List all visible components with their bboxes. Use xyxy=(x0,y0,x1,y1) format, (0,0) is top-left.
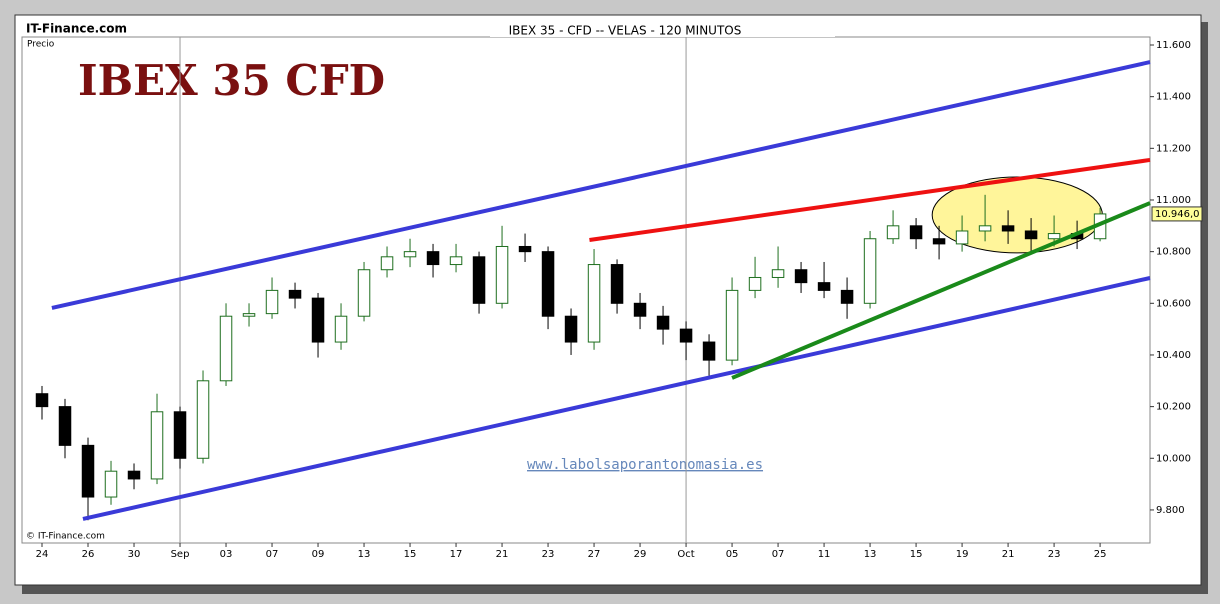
candle-body xyxy=(127,470,141,480)
candle-body xyxy=(518,245,532,253)
x-tick-label: 21 xyxy=(496,549,509,560)
x-tick-label: 07 xyxy=(772,549,785,560)
candle-body xyxy=(886,225,900,240)
annotation-title: IBEX 35 CFD xyxy=(78,56,385,105)
x-tick-label: 05 xyxy=(726,549,739,560)
candle-body xyxy=(541,251,555,317)
x-tick-label: 13 xyxy=(358,549,371,560)
candle-body xyxy=(449,256,463,266)
y-axis-label: Precio xyxy=(27,40,55,50)
candle-body xyxy=(495,245,509,304)
candle-body xyxy=(311,297,325,343)
y-tick-label: 11.600 xyxy=(1156,40,1191,51)
y-tick-label: 10.600 xyxy=(1156,298,1191,309)
x-tick-label: 26 xyxy=(82,549,95,560)
candle-body xyxy=(955,230,969,245)
candle-body xyxy=(725,289,739,361)
candle-body xyxy=(794,269,808,284)
x-tick-label: 11 xyxy=(818,549,831,560)
candle-body xyxy=(219,315,233,382)
trend-line xyxy=(82,276,1151,521)
candle-body xyxy=(564,315,578,343)
candle-body xyxy=(656,315,670,330)
candle-body xyxy=(35,393,49,408)
candle-body xyxy=(1024,230,1038,240)
candle-body xyxy=(817,282,831,291)
last-price-label: 10.946,0 xyxy=(1155,209,1200,220)
candle-body xyxy=(932,238,946,245)
watermark: www.labolsaporantonomasia.es xyxy=(527,457,763,473)
x-tick-label: 09 xyxy=(312,549,325,560)
candle-body xyxy=(610,264,624,304)
trend-line xyxy=(51,60,1151,310)
candle-body xyxy=(196,380,210,459)
candle-body xyxy=(81,444,95,498)
copyright: © IT-Finance.com xyxy=(26,532,105,542)
candle-body xyxy=(840,289,854,304)
trend-line xyxy=(731,201,1151,380)
y-tick-label: 11.200 xyxy=(1156,143,1191,154)
candle-body xyxy=(863,238,877,304)
candle-body xyxy=(426,251,440,266)
y-tick-label: 10.800 xyxy=(1156,247,1191,258)
x-tick-label: 21 xyxy=(1002,549,1015,560)
y-tick-label: 10.000 xyxy=(1156,453,1191,464)
x-tick-label: 23 xyxy=(542,549,555,560)
candle-body xyxy=(403,251,417,258)
candle-body xyxy=(380,256,394,271)
x-tick-label: 13 xyxy=(864,549,877,560)
candle-body xyxy=(173,411,187,459)
x-tick-label: 24 xyxy=(36,549,49,560)
candle-body xyxy=(242,313,256,317)
candle-body xyxy=(357,269,371,317)
candle-body xyxy=(58,406,72,446)
candle-body xyxy=(265,289,279,315)
x-tick-label: 29 xyxy=(634,549,647,560)
candle-body xyxy=(978,225,992,232)
candle-body xyxy=(679,328,693,343)
candle-body xyxy=(587,264,601,343)
x-tick-label: 30 xyxy=(128,549,141,560)
x-tick-label: 07 xyxy=(266,549,279,560)
x-tick-label: Oct xyxy=(677,549,694,560)
candle-body xyxy=(150,411,164,480)
candle-body xyxy=(472,256,486,304)
candle-body xyxy=(702,341,716,361)
trend-line xyxy=(589,157,1151,242)
x-tick-label: 15 xyxy=(910,549,923,560)
y-tick-label: 10.400 xyxy=(1156,350,1191,361)
candle-body xyxy=(334,315,348,343)
candle-body xyxy=(104,470,118,498)
x-tick-label: 15 xyxy=(404,549,417,560)
title-box xyxy=(490,22,835,37)
y-tick-label: 11.000 xyxy=(1156,195,1191,206)
chart-title: IBEX 35 - CFD -- VELAS - 120 MINUTOS xyxy=(509,24,742,38)
x-tick-label: Sep xyxy=(171,549,190,560)
last-price-box xyxy=(1151,206,1203,222)
candle-body xyxy=(909,225,923,240)
x-tick-label: 19 xyxy=(956,549,969,560)
candle-body xyxy=(771,269,785,278)
x-tick-label: 23 xyxy=(1048,549,1061,560)
x-tick-label: 17 xyxy=(450,549,463,560)
y-tick-label: 10.200 xyxy=(1156,402,1191,413)
x-tick-label: 03 xyxy=(220,549,233,560)
y-tick-label: 11.400 xyxy=(1156,92,1191,103)
candle-body xyxy=(633,302,647,317)
candle-body xyxy=(288,289,302,299)
candle-body xyxy=(748,276,762,291)
y-tick-label: 9.800 xyxy=(1156,505,1185,516)
candle-body xyxy=(1047,233,1061,240)
source: IT-Finance.com xyxy=(26,22,127,36)
x-tick-label: 27 xyxy=(588,549,601,560)
candle-body xyxy=(1001,225,1015,232)
x-tick-label: 25 xyxy=(1094,549,1107,560)
